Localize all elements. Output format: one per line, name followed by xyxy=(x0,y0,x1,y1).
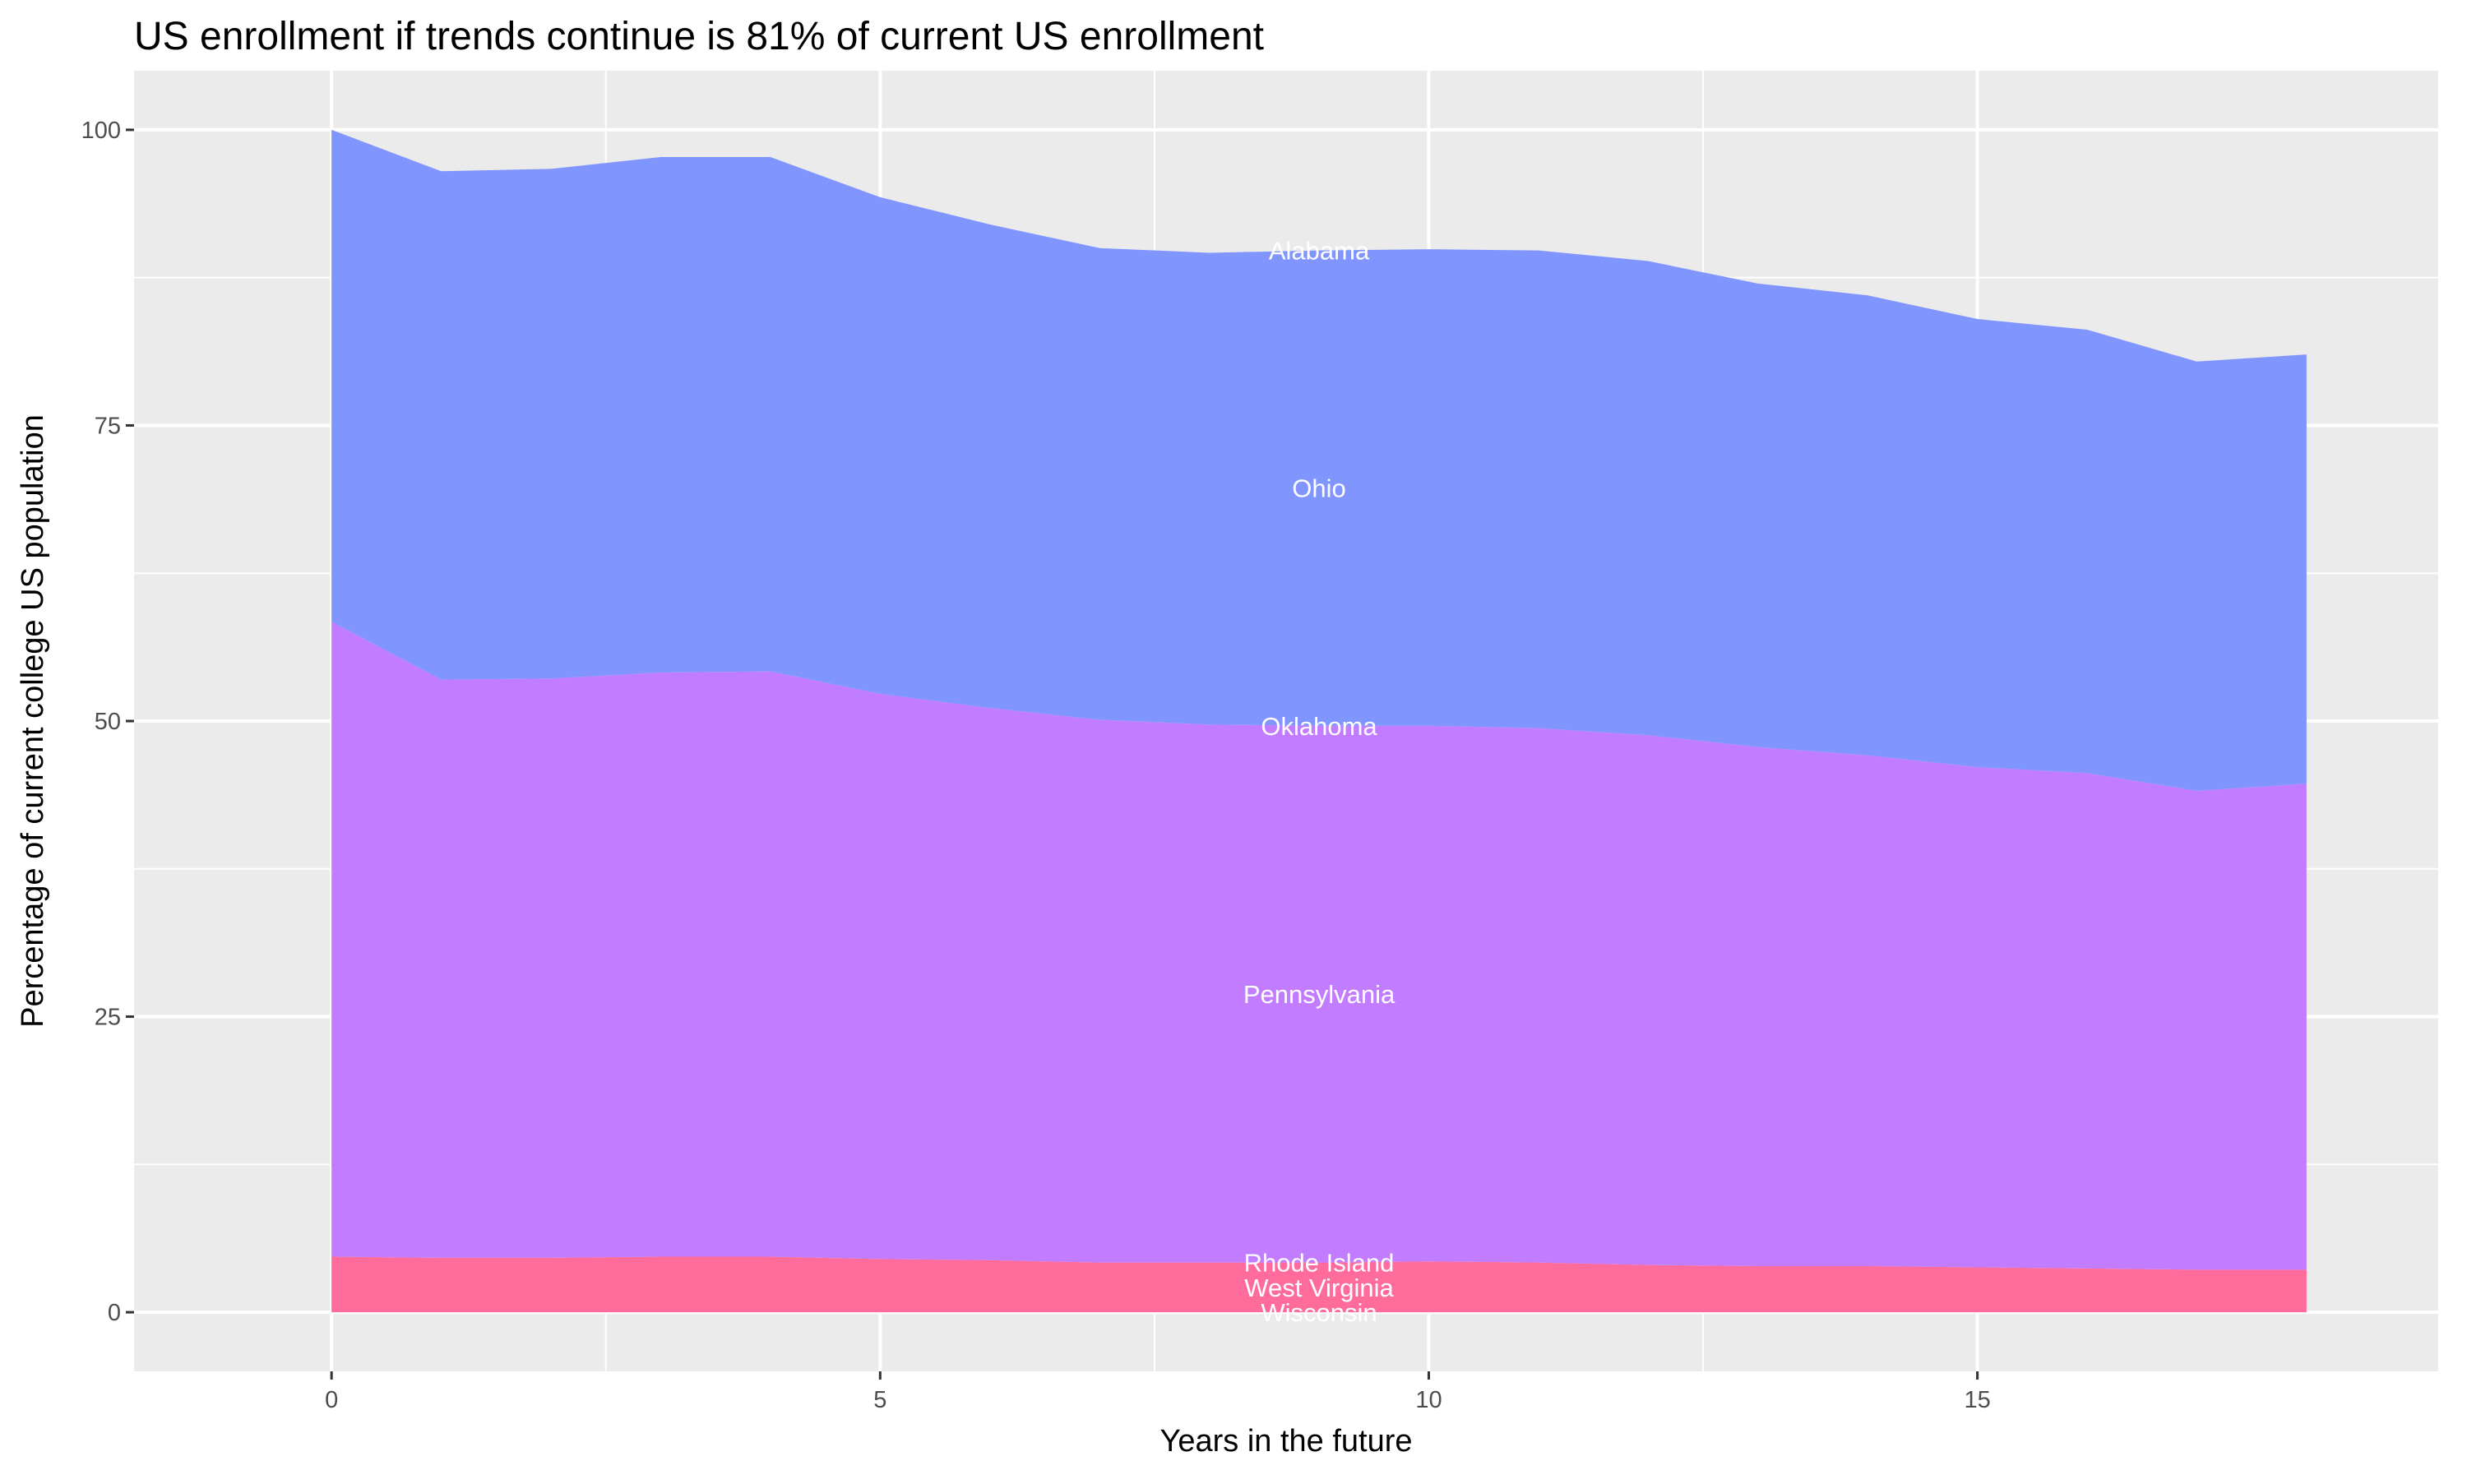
area-ohio xyxy=(331,129,2307,791)
area-label-west-virginia: West Virginia xyxy=(1244,1274,1394,1302)
x-tick-label: 0 xyxy=(325,1387,338,1413)
y-tick-label: 75 xyxy=(95,413,121,439)
area-label-rhode-island: Rhode Island xyxy=(1244,1249,1395,1278)
areas xyxy=(331,129,2307,1313)
area-label-ohio: Ohio xyxy=(1292,474,1345,503)
x-tick-label: 10 xyxy=(1415,1387,1442,1413)
axes: 0 5 10 15 0 25 50 75 100 xyxy=(81,118,1991,1413)
area-label-alabama: Alabama xyxy=(1269,237,1370,266)
x-axis-label: Years in the future xyxy=(1159,1424,1412,1459)
y-tick-label: 0 xyxy=(108,1300,121,1326)
chart-title: US enrollment if trends continue is 81% … xyxy=(134,15,1264,58)
y-tick-label: 25 xyxy=(95,1005,121,1031)
y-tick-label: 50 xyxy=(95,709,121,735)
x-tick-label: 15 xyxy=(1964,1387,1990,1413)
x-tick-label: 5 xyxy=(873,1387,886,1413)
area-label-wisconsin: Wisconsin xyxy=(1261,1298,1377,1327)
y-axis-label: Percentage of current college US populat… xyxy=(16,414,50,1028)
area-label-pennsylvania: Pennsylvania xyxy=(1243,980,1395,1009)
area-pennsylvania xyxy=(331,622,2307,1270)
area-west-virginia xyxy=(331,1256,2307,1313)
area-label-oklahoma: Oklahoma xyxy=(1261,712,1377,741)
y-tick-label: 100 xyxy=(81,118,121,144)
